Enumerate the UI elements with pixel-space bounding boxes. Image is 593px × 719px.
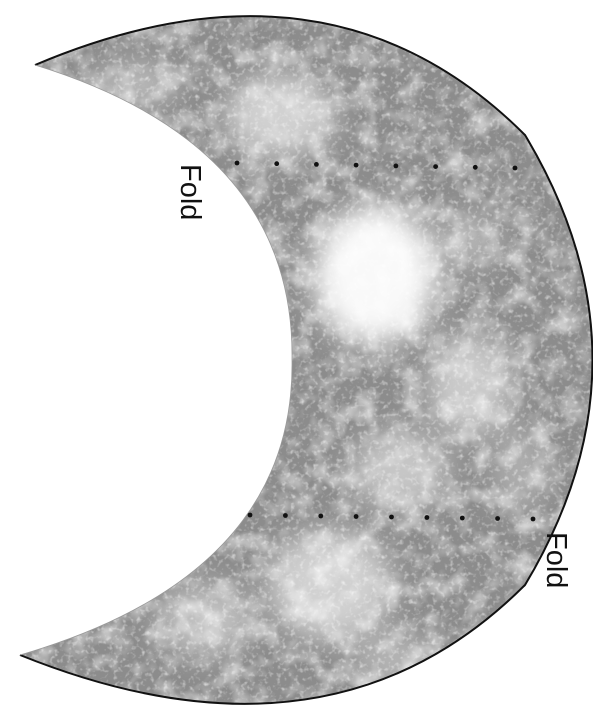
fold-dot: [314, 162, 319, 167]
fold-label-top: Fold: [174, 164, 206, 220]
crescent-inner-edge: [19, 64, 293, 656]
fold-dot: [318, 513, 324, 519]
fold-dot: [512, 165, 518, 171]
fold-dot: [353, 162, 359, 168]
fold-dot: [389, 514, 394, 520]
fold-dot: [393, 163, 399, 169]
fold-dot: [530, 516, 536, 522]
fold-label-bottom: Fold: [540, 532, 572, 588]
crescent-outer-edge: [19, 15, 593, 705]
fold-dot: [495, 516, 500, 521]
fold-dot: [433, 164, 438, 170]
fold-dot: [274, 161, 280, 167]
fold-dot: [459, 515, 465, 521]
fold-dot: [472, 164, 478, 170]
fold-line-bottom: [247, 512, 536, 522]
fold-dot: [353, 514, 359, 519]
fold-line-top: [234, 160, 518, 171]
fold-dot: [424, 515, 430, 520]
fold-dot: [283, 513, 288, 518]
fold-dot: [234, 160, 240, 166]
fold-dot: [247, 512, 253, 518]
